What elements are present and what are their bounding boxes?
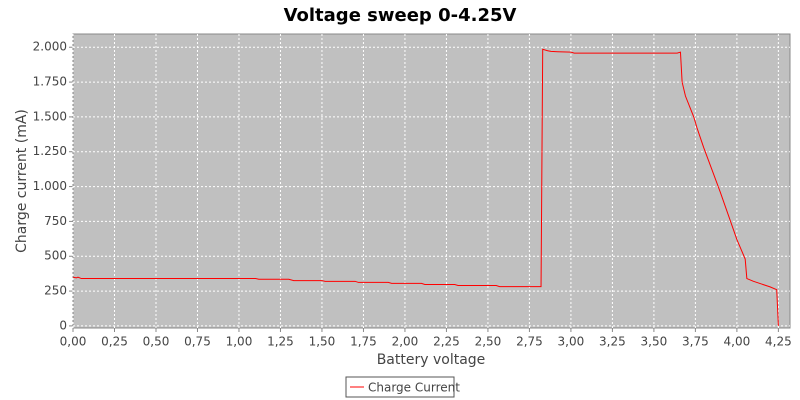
y-tick-label: 1.500 [33, 109, 67, 123]
x-tick-label: 0,00 [60, 335, 87, 349]
y-tick-label: 1.250 [33, 144, 67, 158]
y-tick-label: 0 [59, 318, 67, 332]
x-tick-label: 0,25 [101, 335, 128, 349]
x-tick-label: 3,00 [558, 335, 585, 349]
x-tick-label: 1,00 [226, 335, 253, 349]
x-tick-label: 0,50 [143, 335, 170, 349]
x-tick-label: 3,75 [682, 335, 709, 349]
x-tick-label: 1,75 [350, 335, 377, 349]
plot-area [72, 33, 791, 329]
x-tick-label: 2,00 [392, 335, 419, 349]
y-tick-label: 500 [44, 249, 67, 263]
x-tick-label: 1,50 [309, 335, 336, 349]
x-axis-label: Battery voltage [377, 352, 486, 368]
x-tick-label: 2,50 [475, 335, 502, 349]
y-tick-label: 2.000 [33, 40, 67, 54]
chart-title: Voltage sweep 0-4.25V [284, 5, 517, 26]
x-tick-label: 2,75 [516, 335, 543, 349]
x-tick-label: 4,00 [724, 335, 751, 349]
y-tick-label: 250 [44, 284, 67, 298]
y-axis-label: Charge current (mA) [14, 109, 30, 253]
x-tick-label: 3,50 [641, 335, 668, 349]
x-tick-label: 4,25 [765, 335, 792, 349]
y-tick-label: 1.000 [33, 179, 67, 193]
x-tick-label: 3,25 [599, 335, 626, 349]
y-tick-label: 1.750 [33, 75, 67, 89]
legend-label: Charge Current [368, 381, 460, 395]
x-tick-label: 2,25 [433, 335, 460, 349]
legend-box [345, 376, 455, 398]
x-tick-label: 0,75 [184, 335, 211, 349]
x-tick-label: 1,25 [267, 335, 294, 349]
data-line [72, 48, 779, 326]
y-tick-label: 750 [44, 214, 67, 228]
